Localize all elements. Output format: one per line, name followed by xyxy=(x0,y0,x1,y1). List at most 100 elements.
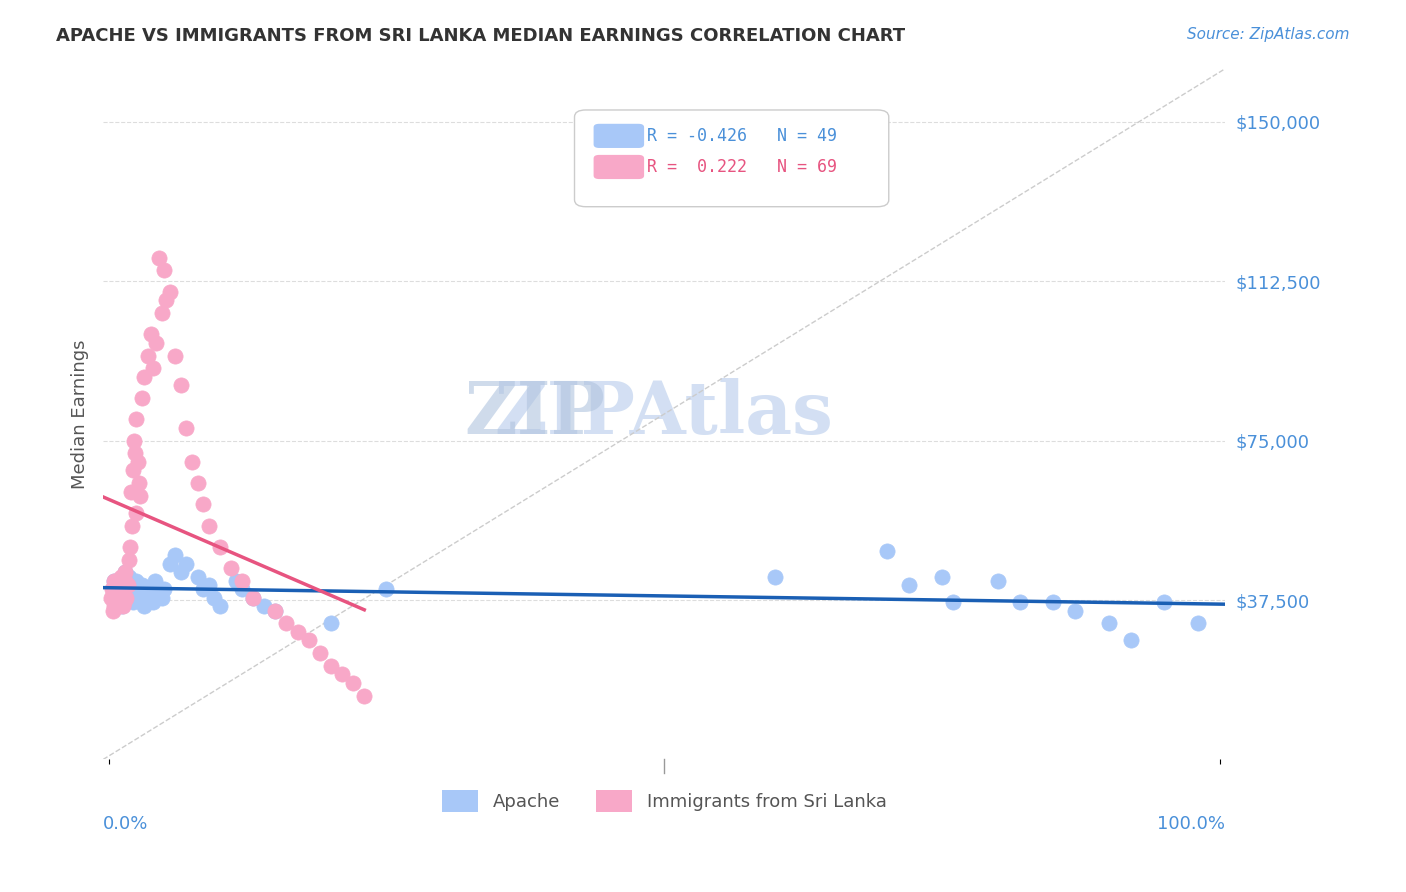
Point xyxy=(176,557,198,571)
Point xyxy=(134,369,156,384)
Y-axis label: Median Earnings: Median Earnings xyxy=(72,339,89,489)
Point xyxy=(108,582,131,597)
Text: ZIPAtlas: ZIPAtlas xyxy=(495,378,834,450)
Point xyxy=(128,476,150,491)
Point xyxy=(114,574,136,588)
Point xyxy=(139,327,162,342)
Point xyxy=(353,689,375,703)
Point xyxy=(153,582,176,597)
Point xyxy=(208,540,231,554)
Point xyxy=(1187,616,1209,631)
Point xyxy=(231,582,253,597)
Point xyxy=(107,591,129,605)
Point xyxy=(122,463,145,477)
Point xyxy=(298,633,321,648)
Point xyxy=(187,476,209,491)
Point xyxy=(202,591,225,605)
Point xyxy=(114,566,136,580)
Point xyxy=(276,616,298,631)
Point xyxy=(115,591,138,605)
Point xyxy=(139,591,162,605)
Point xyxy=(122,595,145,609)
Point xyxy=(876,544,898,558)
Point xyxy=(170,566,193,580)
Point xyxy=(118,540,141,554)
Point xyxy=(142,595,165,609)
Point xyxy=(125,574,148,588)
Point xyxy=(100,591,122,605)
Point xyxy=(108,595,131,609)
Point xyxy=(128,591,150,605)
Point xyxy=(197,578,219,592)
Point xyxy=(111,578,134,592)
Point xyxy=(125,587,148,601)
FancyBboxPatch shape xyxy=(593,155,644,179)
Text: 100.0%: 100.0% xyxy=(1157,814,1226,833)
Point xyxy=(101,582,124,597)
Point xyxy=(110,587,132,601)
Point xyxy=(148,251,170,265)
Point xyxy=(108,578,131,592)
Point xyxy=(191,497,214,511)
Point xyxy=(165,349,187,363)
Point xyxy=(107,578,129,592)
Point xyxy=(101,604,124,618)
Point xyxy=(136,349,159,363)
Point xyxy=(191,582,214,597)
Point xyxy=(231,574,253,588)
Point xyxy=(765,569,787,583)
Point xyxy=(122,434,145,448)
Point xyxy=(1119,633,1142,648)
Point xyxy=(134,599,156,614)
Text: R = -0.426   N = 49: R = -0.426 N = 49 xyxy=(648,128,838,145)
FancyBboxPatch shape xyxy=(575,110,889,207)
Point xyxy=(107,587,129,601)
Point xyxy=(131,578,153,592)
Point xyxy=(1098,616,1121,631)
Point xyxy=(1008,595,1031,609)
Point xyxy=(143,574,166,588)
Point xyxy=(104,591,127,605)
Point xyxy=(319,616,342,631)
Text: 0.0%: 0.0% xyxy=(103,814,149,833)
Point xyxy=(170,378,193,392)
Point xyxy=(176,421,198,435)
Point xyxy=(125,506,148,520)
Text: R =  0.222   N = 69: R = 0.222 N = 69 xyxy=(648,158,838,177)
Point xyxy=(103,574,125,588)
Point xyxy=(150,306,173,320)
Point xyxy=(165,549,187,563)
Point xyxy=(225,574,247,588)
Point xyxy=(155,293,177,308)
Point xyxy=(103,599,125,614)
Point xyxy=(112,595,135,609)
Text: APACHE VS IMMIGRANTS FROM SRI LANKA MEDIAN EARNINGS CORRELATION CHART: APACHE VS IMMIGRANTS FROM SRI LANKA MEDI… xyxy=(56,27,905,45)
Point xyxy=(375,582,398,597)
Point xyxy=(142,361,165,376)
Point xyxy=(942,595,965,609)
Point xyxy=(131,391,153,405)
Point xyxy=(219,561,242,575)
Text: ZIP: ZIP xyxy=(465,378,606,450)
Point xyxy=(253,599,276,614)
Point xyxy=(181,455,204,469)
Point xyxy=(128,489,150,503)
Point xyxy=(287,624,309,639)
Point xyxy=(118,552,141,566)
Point xyxy=(108,591,131,605)
Point xyxy=(124,446,146,460)
Legend: Apache, Immigrants from Sri Lanka: Apache, Immigrants from Sri Lanka xyxy=(434,783,894,820)
Point xyxy=(208,599,231,614)
Point xyxy=(111,591,134,605)
Point xyxy=(103,574,125,588)
Point xyxy=(308,646,330,660)
Point xyxy=(242,591,264,605)
Point xyxy=(242,591,264,605)
Point xyxy=(117,578,139,592)
Point xyxy=(330,667,353,681)
Point xyxy=(114,566,136,580)
Point xyxy=(110,569,132,583)
Point xyxy=(127,455,149,469)
Point xyxy=(120,484,142,499)
Point xyxy=(107,595,129,609)
